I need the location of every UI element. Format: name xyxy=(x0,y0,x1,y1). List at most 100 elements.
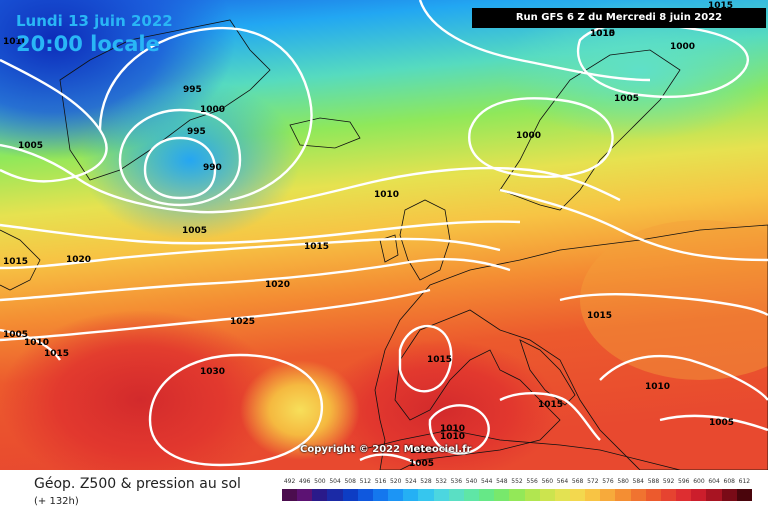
color-scale-labels: 492 496 500 504 508 512 516 520 524 528 532 536 540 5… xyxy=(282,478,752,488)
isobar-label: 1005 xyxy=(182,226,207,236)
isobar-label: 1020 xyxy=(66,255,91,265)
scale-swatch xyxy=(479,489,495,501)
scale-label: 540 xyxy=(465,478,478,485)
isobar-label: 1010 xyxy=(590,29,615,39)
scale-label: 608 xyxy=(723,478,735,485)
isobar-label-northeast: 1015 xyxy=(708,1,733,11)
isobar-label: 1015 xyxy=(538,400,563,410)
scale-label: 548 xyxy=(496,478,508,485)
scale-swatch xyxy=(327,489,343,501)
trough-scandinavia xyxy=(500,0,768,140)
weather-map: 1010 1015 995 1000 995 990 1005 1005 101… xyxy=(0,0,768,470)
isobar-label: 1010 xyxy=(374,190,399,200)
isobar-label: 1015 xyxy=(3,257,28,267)
newfoundland-west xyxy=(0,229,41,291)
isobar-label: 1010 xyxy=(3,37,28,47)
yellow-ridge-atlantic xyxy=(240,360,360,460)
scale-label: 504 xyxy=(329,478,341,485)
isobar-label: 1000 xyxy=(670,42,695,52)
scale-label: 580 xyxy=(617,478,629,485)
isobar-label: 1005 xyxy=(409,459,434,469)
isobar-label: 1015 xyxy=(427,355,452,365)
forecast-time: 20:00 locale xyxy=(16,32,160,56)
scale-swatch xyxy=(676,489,692,501)
italy-coast xyxy=(519,339,576,406)
british-isles xyxy=(379,199,451,281)
scale-swatch xyxy=(448,489,464,501)
scale-label: 524 xyxy=(405,478,417,485)
scale-label: 544 xyxy=(480,478,493,485)
scale-swatch xyxy=(645,489,661,501)
isobar-label: 1010 xyxy=(440,424,465,434)
isobar-label: 1025 xyxy=(230,317,255,327)
isobar-label: 1020 xyxy=(265,280,290,290)
scale-swatch xyxy=(312,489,328,501)
isobar-label: 1005 xyxy=(709,418,734,428)
scale-label: 516 xyxy=(374,478,387,485)
scale-label: 584 xyxy=(632,478,644,485)
isobar-label: 995 xyxy=(187,127,206,137)
isobar-labels: 1010 1015 995 1000 995 990 1005 1005 101… xyxy=(3,29,734,469)
copyright-notice: Copyright © 2022 Meteociel.fr xyxy=(300,444,472,455)
scale-label: 604 xyxy=(708,478,720,485)
legend-subtitle: (+ 132h) xyxy=(34,496,79,507)
isobar-label: 990 xyxy=(203,163,222,173)
forecast-date: Lundi 13 juin 2022 xyxy=(16,12,173,30)
low-iceland xyxy=(80,80,300,240)
isobar-label: 1015 xyxy=(587,311,612,321)
scale-label: 560 xyxy=(541,478,554,485)
legend-title: Géop. Z500 & pression au sol xyxy=(34,476,241,492)
red-core-atlantic xyxy=(0,310,280,470)
greenland-coast xyxy=(59,19,271,181)
scale-swatch xyxy=(569,489,586,501)
scale-swatch xyxy=(297,489,313,501)
scale-label: 528 xyxy=(420,478,432,485)
scale-swatch xyxy=(342,489,358,501)
scale-label: 600 xyxy=(693,478,705,485)
isobar-label: 1000 xyxy=(200,105,225,115)
scale-label: 512 xyxy=(359,478,372,485)
scale-label: 496 xyxy=(299,478,311,485)
isobar-label: 1000 xyxy=(516,131,541,141)
scale-swatch xyxy=(721,489,737,501)
scale-swatch xyxy=(691,489,707,501)
scale-swatch xyxy=(494,489,510,501)
north-africa-coast xyxy=(359,429,681,470)
scale-swatch xyxy=(357,489,373,501)
isobar-label: 1010 xyxy=(24,338,49,348)
isobar-label: 1010 xyxy=(440,432,465,442)
run-info-banner: Run GFS 6 Z du Mercredi 8 juin 2022 xyxy=(472,8,766,28)
isobar-label: 1030 xyxy=(200,367,225,377)
legend-footer: Géop. Z500 & pression au sol (+ 132h) 49… xyxy=(0,470,768,512)
isobar-lines xyxy=(0,0,768,465)
isobar-label: 1010 xyxy=(645,382,670,392)
isobar-label: 1015 xyxy=(304,242,329,252)
scale-label: 532 xyxy=(435,478,447,485)
isobar-label: 1005 xyxy=(3,330,28,340)
scale-label: 552 xyxy=(511,478,523,485)
red-core-iberia xyxy=(320,340,560,470)
isobar-label: 1005 xyxy=(614,94,639,104)
orange-band-east xyxy=(580,220,768,380)
scale-label: 588 xyxy=(647,478,660,485)
landmasses xyxy=(0,19,768,470)
scale-swatch xyxy=(403,489,419,501)
scale-swatch xyxy=(630,489,646,501)
scale-swatch xyxy=(615,489,631,501)
scale-label: 568 xyxy=(571,478,584,485)
scale-swatch xyxy=(433,489,449,501)
scale-label: 596 xyxy=(678,478,690,485)
scale-swatch xyxy=(585,489,601,501)
scale-label: 556 xyxy=(526,478,538,485)
scale-swatch xyxy=(282,489,298,501)
scale-label: 576 xyxy=(602,478,614,485)
scale-label: 492 xyxy=(283,478,296,485)
scale-label: 564 xyxy=(556,478,569,485)
isobar-label: 1005 xyxy=(18,141,43,151)
scale-swatch xyxy=(539,489,555,501)
scale-swatch xyxy=(509,489,525,501)
scale-swatch xyxy=(736,489,752,501)
isobar-label: 995 xyxy=(183,85,202,95)
scale-label: 592 xyxy=(662,478,675,485)
color-scale-bar xyxy=(282,489,752,501)
